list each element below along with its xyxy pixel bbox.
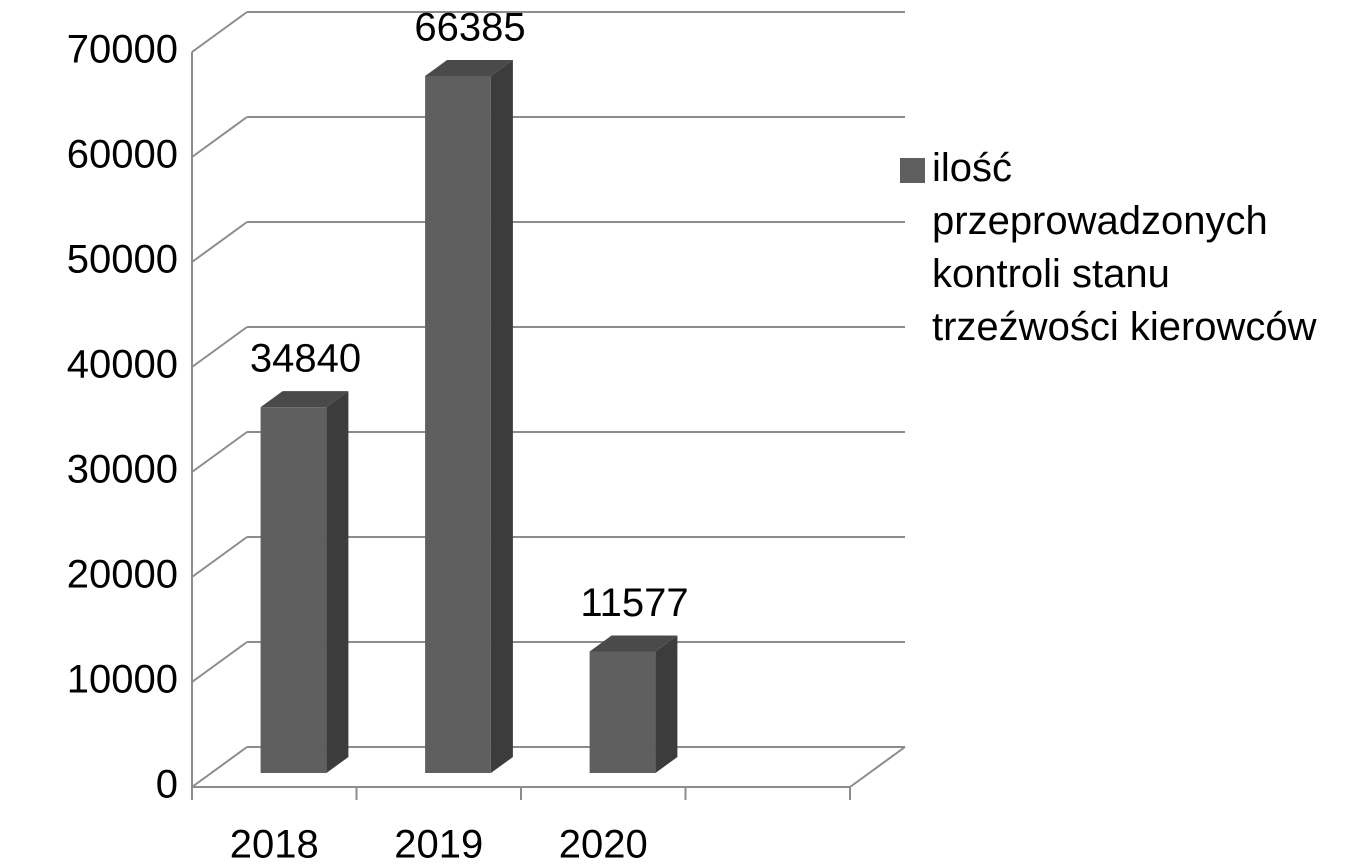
x-tick-label: 2018 — [230, 823, 319, 866]
y-tick-label: 20000 — [67, 553, 178, 597]
bar-side — [326, 391, 349, 773]
y-tick-label: 60000 — [67, 133, 178, 177]
y-tick-label: 10000 — [67, 658, 178, 702]
bar-top — [425, 59, 513, 76]
bar-top — [589, 635, 678, 652]
grid-line-side — [191, 431, 248, 473]
y-tick-label: 0 — [156, 763, 178, 807]
data-label: 11577 — [580, 581, 688, 625]
y-tick-label: 40000 — [67, 343, 178, 387]
bar — [425, 75, 491, 773]
grid-line-side — [191, 11, 248, 53]
bar — [589, 651, 656, 773]
grid-line-side — [191, 641, 248, 683]
y-tick-label: 70000 — [67, 28, 178, 72]
legend-label: ilość przeprowadzonych kontroli stanu tr… — [932, 146, 1317, 349]
x-tick-label: 2019 — [394, 823, 483, 866]
grid-line-side — [191, 326, 248, 368]
legend-swatch — [900, 158, 925, 183]
grid-line-side — [191, 746, 248, 788]
bar-top — [260, 391, 349, 408]
bar-side — [490, 59, 513, 773]
data-label: 66385 — [414, 6, 525, 50]
data-label: 34840 — [250, 337, 361, 381]
x-tick-label: 2020 — [559, 823, 648, 866]
grid-line-side — [191, 116, 248, 158]
grid-line-side — [191, 221, 248, 263]
grid-line-side — [191, 536, 248, 578]
y-tick-label: 30000 — [67, 448, 178, 492]
bar-side — [655, 635, 678, 773]
floor-edge — [849, 746, 906, 788]
y-tick-label: 50000 — [67, 238, 178, 282]
bar — [260, 407, 327, 773]
legend: ilość przeprowadzonych kontroli stanu tr… — [900, 142, 1340, 354]
